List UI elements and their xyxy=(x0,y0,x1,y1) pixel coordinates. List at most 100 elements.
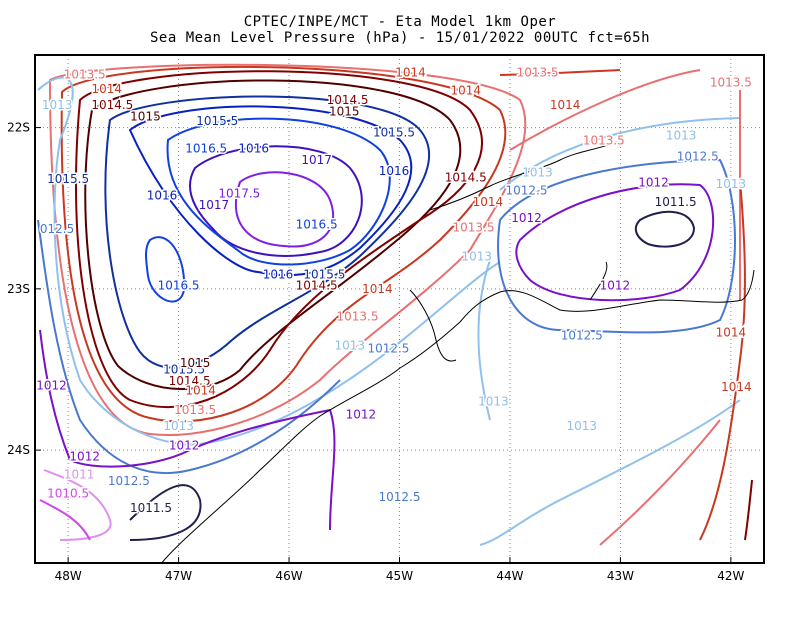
isobar-1013-5 xyxy=(49,63,527,436)
contour-label: 1012.5 xyxy=(506,183,548,197)
isobar-1013-east xyxy=(477,117,741,546)
lon-tick-label: 44W xyxy=(496,569,523,583)
contour-label: 1013 xyxy=(716,177,747,191)
contour-label: 012.5 xyxy=(40,222,74,236)
coastline xyxy=(161,139,755,563)
isobar-1015-5 xyxy=(104,95,431,369)
contour-label: 1011 xyxy=(64,467,95,481)
contour-label: 1015.5 xyxy=(163,362,205,376)
contour-label: 1013 xyxy=(666,129,697,143)
contour-label: 1013.5 xyxy=(453,221,495,235)
contour-label: 1013 xyxy=(566,419,597,433)
contour-label: 1014 xyxy=(185,383,216,397)
lon-tick-label: 47W xyxy=(165,569,192,583)
contour-label: 1014.5 xyxy=(327,93,369,107)
isobar-1012-5-east xyxy=(497,159,736,334)
lat-tick-label: 22S xyxy=(7,121,30,135)
lon-tick-label: 45W xyxy=(386,569,413,583)
isobar-1016 xyxy=(129,105,413,277)
contour-label: 1014 xyxy=(473,195,504,209)
contour-label: 1014 xyxy=(721,380,752,394)
lat-tick-label: 23S xyxy=(7,282,30,296)
contour-label: 1014 xyxy=(362,282,393,296)
isobar-1015 xyxy=(84,79,462,390)
contour-label: 1011.5 xyxy=(130,501,172,515)
isobar-1011-5-east xyxy=(634,210,695,248)
isobar-1014-east xyxy=(499,69,746,541)
contour-label: 1015.5 xyxy=(196,114,238,128)
contour-label: 1012.5 xyxy=(108,474,150,488)
lon-tick-label: 46W xyxy=(275,569,302,583)
contour-label: 1016.5 xyxy=(296,217,338,231)
contour-label: 1015.5 xyxy=(303,267,345,281)
contour-label: 1012.5 xyxy=(367,342,409,356)
contour-label: 1013.5 xyxy=(64,67,106,81)
isobar-lines xyxy=(37,63,753,546)
contour-label: 1013 xyxy=(42,98,73,112)
isobar-1014-5 xyxy=(75,70,483,409)
contour-label: 1016 xyxy=(263,267,294,281)
contour-label: 1014.5 xyxy=(296,279,338,293)
contour-label: 1014.5 xyxy=(169,374,211,388)
isobar-1016-5 xyxy=(166,117,391,266)
isobar-1013 xyxy=(37,76,501,446)
isobar-1016-5-west xyxy=(145,236,186,303)
isobar-1017-5 xyxy=(234,171,335,248)
contour-label: 1013 xyxy=(522,166,553,180)
isobar-1010-5 xyxy=(39,499,91,541)
contour-label: 1017 xyxy=(199,198,230,212)
contour-label: 1014 xyxy=(92,82,123,96)
contour-label: 1017.5 xyxy=(218,187,260,201)
contour-label: 1012 xyxy=(346,408,377,422)
contour-label: 1013.5 xyxy=(710,75,752,89)
contour-label: 1015 xyxy=(130,109,161,123)
contour-label: 1016 xyxy=(379,164,410,178)
contour-label: 1012 xyxy=(36,379,67,393)
lat-tick-label: 24S xyxy=(7,443,30,457)
contour-label: 1013 xyxy=(478,395,509,409)
contour-label: 1010.5 xyxy=(47,487,89,501)
contour-label: 1014 xyxy=(550,98,581,112)
isobar-1013-5-east xyxy=(509,69,742,546)
contour-label: 1014 xyxy=(450,83,481,97)
contour-label: 1013.5 xyxy=(517,66,559,80)
isobar-1011 xyxy=(43,469,112,541)
contour-label: 1013 xyxy=(335,338,366,352)
contour-label: 1013.5 xyxy=(337,309,379,323)
contour-label: 1012.5 xyxy=(561,329,603,343)
map-title-line-2: Sea Mean Level Pressure (hPa) - 15/01/20… xyxy=(149,30,650,46)
contour-label: 1014 xyxy=(716,325,747,339)
contour-label: 1015 xyxy=(180,356,211,370)
contour-label: 1012 xyxy=(600,279,631,293)
contour-label: 1016 xyxy=(147,188,178,202)
contour-label: 1016.5 xyxy=(185,142,227,156)
axis-ticks: 48W 47W 46W 45W 44W 43W 42W 22S 23S 24S xyxy=(7,121,744,583)
lon-tick-label: 48W xyxy=(55,569,82,583)
isobar-1012-5 xyxy=(37,219,341,474)
contour-label: 1015.5 xyxy=(47,172,89,186)
contour-label: 1012 xyxy=(69,450,100,464)
contour-label: 1014.5 xyxy=(91,98,133,112)
lon-tick-label: 43W xyxy=(607,569,634,583)
contour-label: 1012 xyxy=(511,211,542,225)
contour-label: 1014 xyxy=(395,66,426,80)
contour-label: 1013.5 xyxy=(583,133,625,147)
isobar-1012 xyxy=(39,329,336,531)
isobar-1012-east xyxy=(515,183,715,302)
contour-label: 1013 xyxy=(163,419,194,433)
contour-label: 1015 xyxy=(329,104,360,118)
contour-label: 1012 xyxy=(169,438,200,452)
contour-label: 1012.5 xyxy=(677,150,719,164)
contour-label: 1016.5 xyxy=(158,279,200,293)
contour-label: 1012 xyxy=(638,175,669,189)
isobar-1011-5 xyxy=(129,484,202,541)
contour-label: 1017 xyxy=(301,153,332,167)
contour-label: 1013 xyxy=(462,250,493,264)
contour-label: 1015.5 xyxy=(373,125,415,139)
isobar-1014 xyxy=(60,65,507,423)
contour-label: 1013.5 xyxy=(174,403,216,417)
isobar-1017 xyxy=(189,145,363,257)
contour-label: 1016 xyxy=(238,142,269,156)
